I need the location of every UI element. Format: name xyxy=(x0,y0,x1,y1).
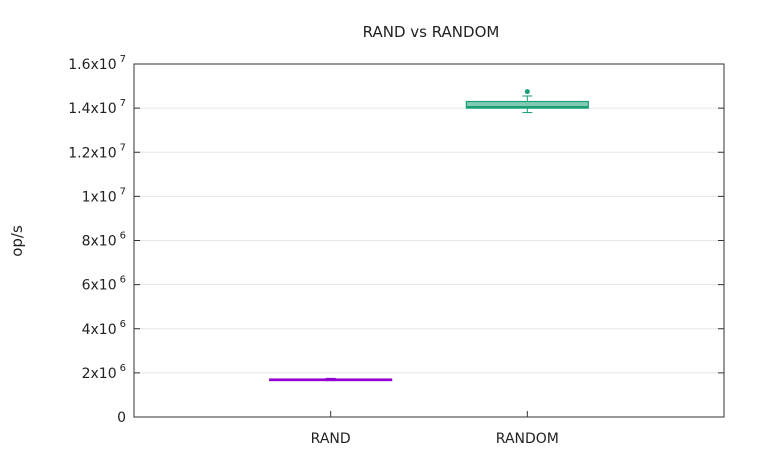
x-axis-ticks: RAND RANDOM xyxy=(311,411,559,447)
y-tick-label: 6x10 6 xyxy=(82,275,126,294)
x-tick-label: RAND xyxy=(311,431,351,447)
y-tick-label: 1.6x10 7 xyxy=(68,54,126,73)
y-tick-label: 0 xyxy=(117,410,126,426)
x-tick-label: RANDOM xyxy=(496,431,559,447)
y-axis-ticks: 0 2x10 6 4x10 6 6x10 6 8x10 6 1x10 7 1.2x10 7 1.4x10 7… xyxy=(68,54,724,426)
box-iqr xyxy=(465,100,589,109)
chart-title: RAND vs RANDOM xyxy=(363,23,500,41)
box-random xyxy=(465,89,589,114)
y-tick-label: 4x10 6 xyxy=(82,319,126,338)
y-tick-label: 1.2x10 7 xyxy=(68,142,126,161)
y-axis-label: op/s xyxy=(8,225,26,257)
y-tick-label: 1x10 7 xyxy=(82,186,126,205)
plot-frame xyxy=(133,63,725,418)
outlier-point xyxy=(524,89,530,95)
y-tick-label: 2x10 6 xyxy=(82,363,126,382)
y-tick-label: 8x10 6 xyxy=(82,231,126,250)
y-tick-label: 1.4x10 7 xyxy=(68,98,126,117)
box-rand xyxy=(269,377,393,382)
grid-lines xyxy=(134,107,724,374)
box-series xyxy=(269,89,589,382)
